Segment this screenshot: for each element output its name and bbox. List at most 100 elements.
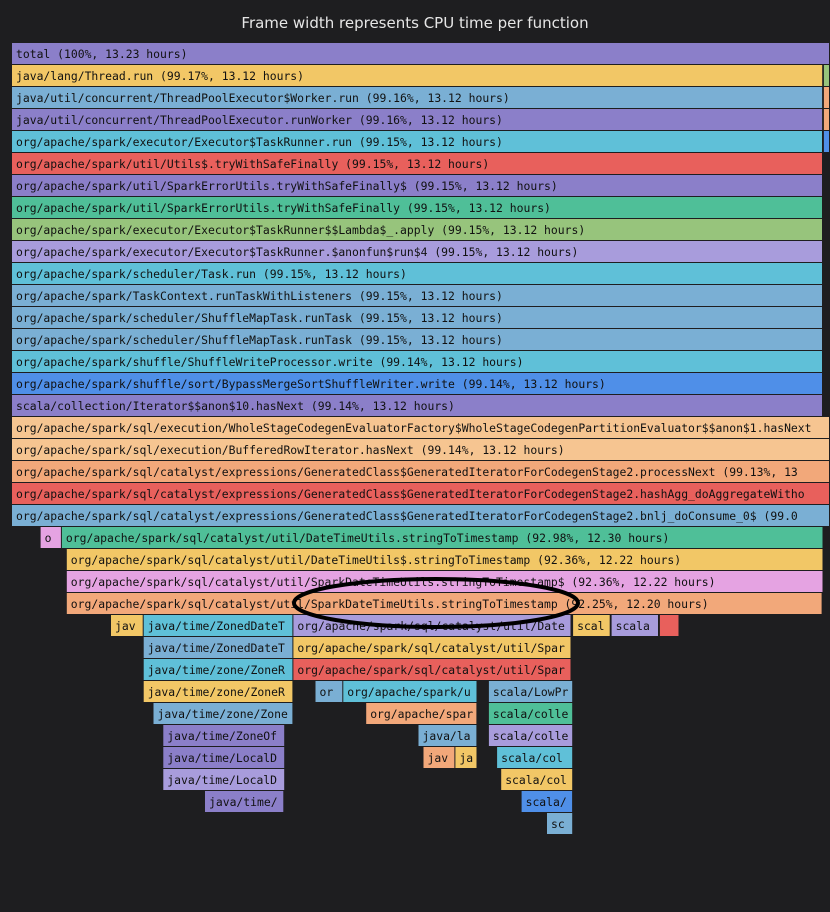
frame[interactable]: o — [40, 527, 61, 548]
frame[interactable]: org/apache/spark/sql/catalyst/expression… — [12, 483, 829, 504]
frame[interactable]: java/util/concurrent/ThreadPoolExecutor.… — [12, 109, 823, 130]
frame[interactable]: scala/col — [501, 769, 573, 790]
frame[interactable] — [823, 87, 829, 108]
frame[interactable]: java/util/concurrent/ThreadPoolExecutor$… — [12, 87, 823, 108]
frame-rect[interactable] — [153, 703, 293, 724]
frame-rect[interactable] — [455, 747, 477, 768]
frame[interactable]: org/apache/spark/u — [343, 681, 477, 702]
frame[interactable]: java/time/LocalD — [163, 747, 285, 768]
frame[interactable]: org/apache/spark/util/SparkErrorUtils.tr… — [12, 175, 822, 196]
frame[interactable]: java/la — [418, 725, 477, 746]
frame-rect[interactable] — [12, 285, 822, 306]
frame-rect[interactable] — [12, 131, 822, 152]
frame-rect[interactable] — [12, 505, 829, 526]
frame-rect[interactable] — [12, 109, 823, 130]
frame[interactable]: org/apache/spark/sql/catalyst/util/Spark… — [66, 593, 822, 614]
frame[interactable]: org/apache/spark/sql/execution/WholeStag… — [12, 417, 829, 438]
frame-rect[interactable] — [61, 527, 823, 548]
frame[interactable]: sc — [547, 813, 573, 834]
frame[interactable]: scala — [611, 615, 658, 636]
frame-rect[interactable] — [497, 747, 573, 768]
frame[interactable]: org/apache/spark/scheduler/ShuffleMapTas… — [12, 329, 822, 350]
frame[interactable]: org/apache/spark/shuffle/sort/BypassMerg… — [12, 373, 822, 394]
frame-rect[interactable] — [366, 703, 477, 724]
frame-rect[interactable] — [12, 197, 822, 218]
frame[interactable] — [659, 615, 679, 636]
frame-rect[interactable] — [143, 681, 293, 702]
frame[interactable]: scala/col — [497, 747, 573, 768]
frame[interactable]: scal — [573, 615, 610, 636]
frame-rect[interactable] — [293, 659, 571, 680]
frame-rect[interactable] — [573, 615, 610, 636]
frame[interactable]: java/time/ZoneOf — [163, 725, 285, 746]
frame-rect[interactable] — [12, 439, 829, 460]
frame[interactable]: java/lang/Thread.run (99.17%, 13.12 hour… — [12, 65, 823, 86]
frame-rect[interactable] — [12, 307, 822, 328]
frame[interactable] — [823, 65, 829, 86]
frame[interactable]: org/apache/spark/util/Utils$.tryWithSafe… — [12, 153, 822, 174]
frame-rect[interactable] — [163, 725, 285, 746]
frame-rect[interactable] — [823, 65, 829, 86]
frame[interactable]: java/time/zone/ZoneR — [143, 681, 293, 702]
frame-rect[interactable] — [823, 87, 829, 108]
frame[interactable]: scala/colle — [488, 725, 573, 746]
frame-rect[interactable] — [488, 703, 573, 724]
frame-rect[interactable] — [343, 681, 477, 702]
frame-rect[interactable] — [12, 43, 829, 64]
frame-rect[interactable] — [12, 461, 829, 482]
frame-rect[interactable] — [143, 615, 293, 636]
frame-rect[interactable] — [823, 109, 829, 130]
frame[interactable]: scala/ — [521, 791, 573, 812]
frame-rect[interactable] — [521, 791, 573, 812]
frame-rect[interactable] — [143, 637, 293, 658]
frame[interactable]: org/apache/spark/sql/catalyst/util/DateT… — [61, 527, 823, 548]
frame[interactable]: java/time/zone/ZoneR — [143, 659, 293, 680]
frame[interactable]: org/apache/spark/sql/catalyst/util/Spar — [293, 637, 571, 658]
frame[interactable]: or — [315, 681, 343, 702]
frame-rect[interactable] — [12, 329, 822, 350]
frame[interactable]: java/time/ — [205, 791, 284, 812]
frame[interactable]: scala/LowPr — [488, 681, 573, 702]
frame-rect[interactable] — [12, 417, 829, 438]
frame-rect[interactable] — [501, 769, 573, 790]
frame-rect[interactable] — [163, 769, 285, 790]
frame-rect[interactable] — [12, 263, 822, 284]
frame-rect[interactable] — [488, 725, 573, 746]
frame[interactable]: org/apache/spark/util/SparkErrorUtils.tr… — [12, 197, 822, 218]
frame[interactable] — [823, 131, 829, 152]
frame[interactable]: org/apache/spark/sql/catalyst/util/Spark… — [66, 571, 823, 592]
frame-rect[interactable] — [12, 87, 823, 108]
frame[interactable]: org/apache/spark/scheduler/Task.run (99.… — [12, 263, 822, 284]
frame-rect[interactable] — [293, 637, 571, 658]
frame[interactable]: jav — [423, 747, 455, 768]
frame[interactable]: org/apache/spar — [366, 703, 477, 724]
frame[interactable]: java/time/ZonedDateT — [143, 615, 293, 636]
frame[interactable]: ja — [455, 747, 477, 768]
frame[interactable]: org/apache/spark/executor/Executor$TaskR… — [12, 131, 822, 152]
frame-rect[interactable] — [315, 681, 343, 702]
frame[interactable]: java/time/ZonedDateT — [143, 637, 293, 658]
frame-rect[interactable] — [163, 747, 285, 768]
frame-rect[interactable] — [12, 483, 829, 504]
frame[interactable]: scala/colle — [488, 703, 573, 724]
frame[interactable]: scala/collection/Iterator$$anon$10.hasNe… — [12, 395, 822, 416]
frame[interactable]: org/apache/spark/sql/catalyst/util/DateT… — [66, 549, 823, 570]
frame[interactable]: org/apache/spark/TaskContext.runTaskWith… — [12, 285, 822, 306]
frame-rect[interactable] — [66, 571, 823, 592]
frame-rect[interactable] — [423, 747, 455, 768]
frame[interactable]: total (100%, 13.23 hours) — [12, 43, 829, 64]
frame-rect[interactable] — [823, 131, 829, 152]
frame[interactable]: jav — [111, 615, 143, 636]
frame-rect[interactable] — [66, 549, 823, 570]
frame-rect[interactable] — [488, 681, 573, 702]
frame-rect[interactable] — [143, 659, 293, 680]
frame[interactable]: org/apache/spark/sql/execution/BufferedR… — [12, 439, 829, 460]
frame-rect[interactable] — [205, 791, 284, 812]
frame-rect[interactable] — [12, 175, 822, 196]
frame[interactable]: org/apache/spark/scheduler/ShuffleMapTas… — [12, 307, 822, 328]
frame[interactable]: java/time/LocalD — [163, 769, 285, 790]
frame-rect[interactable] — [111, 615, 143, 636]
frame[interactable]: org/apache/spark/sql/catalyst/expression… — [12, 505, 829, 526]
frame[interactable]: java/time/zone/Zone — [153, 703, 293, 724]
